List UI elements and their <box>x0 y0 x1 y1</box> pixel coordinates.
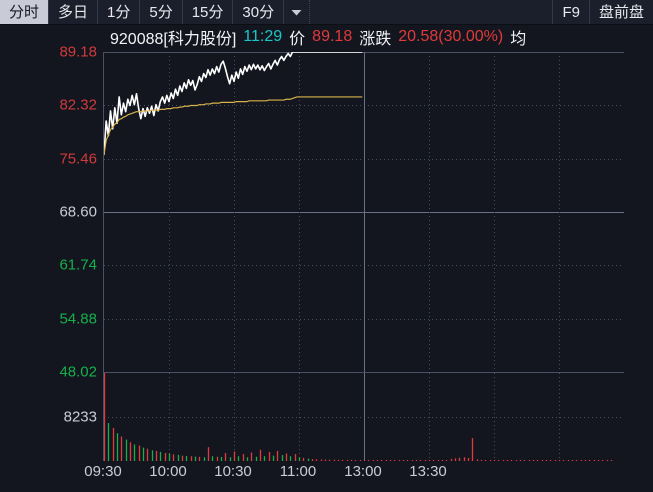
y-axis-tick-label: 54.88 <box>59 310 97 328</box>
price-plot-svg <box>104 52 624 372</box>
tab-fenshi-label: 分时 <box>9 3 40 21</box>
avg-label: 均 <box>510 31 527 48</box>
tab-duori[interactable]: 多日 <box>49 0 99 24</box>
tab-1min[interactable]: 1分 <box>98 0 141 24</box>
tab-fenshi[interactable]: 分时 <box>0 0 50 24</box>
tab-30min-label: 30分 <box>242 3 275 21</box>
average-line <box>104 96 363 156</box>
x-axis-tick-label: 13:00 <box>344 463 382 480</box>
y-axis-tick-label: 61.74 <box>59 256 97 274</box>
y-axis-tick-label: 48.02 <box>59 363 97 381</box>
f9-label: F9 <box>562 3 580 21</box>
price-label: 价 <box>289 31 306 48</box>
tab-15min[interactable]: 15分 <box>183 0 234 24</box>
premarket-label: 盘前盘 <box>598 3 644 21</box>
volume-plot-svg <box>104 373 624 461</box>
f9-button[interactable]: F9 <box>552 0 589 24</box>
stock-code-name: 920088[科力股份] <box>110 31 237 48</box>
x-axis-tick-label: 09:30 <box>84 463 122 480</box>
tab-15min-label: 15分 <box>191 3 224 21</box>
x-axis-tick-label: 10:30 <box>214 463 252 480</box>
y-axis-tick-label: 82.32 <box>59 96 97 114</box>
quote-time: 11:29 <box>243 28 283 45</box>
tab-1min-label: 1分 <box>107 3 131 21</box>
y-axis-tick-label: 75.46 <box>59 150 97 168</box>
change-label: 涨跌 <box>359 31 392 48</box>
period-dropdown-button[interactable] <box>284 0 311 24</box>
volume-axis-label: 8233 <box>63 408 97 425</box>
x-axis-tick-label: 11:00 <box>279 463 317 480</box>
y-axis-tick-label: 68.60 <box>59 203 97 221</box>
last-price-value: 89.18 <box>312 28 353 45</box>
change-value: 20.58(30.00%) <box>398 28 504 45</box>
volume-plot-area[interactable] <box>103 372 624 461</box>
x-axis-tick-label: 10:00 <box>149 463 187 480</box>
period-toolbar: 分时 多日 1分 5分 15分 30分 F9 盘前盘 <box>0 0 653 25</box>
y-axis-tick-label: 89.18 <box>59 43 97 61</box>
chevron-down-icon <box>291 9 302 15</box>
tab-5min-label: 5分 <box>149 3 173 21</box>
tab-30min[interactable]: 30分 <box>233 0 285 24</box>
quote-header: 920088[科力股份] 11:29 价 89.18 涨跌 20.58(30.0… <box>0 26 653 48</box>
price-plot-area[interactable] <box>103 52 624 372</box>
tab-5min[interactable]: 5分 <box>140 0 183 24</box>
price-line <box>104 52 363 156</box>
toolbar-spacer <box>310 0 552 24</box>
x-axis-tick-label: 13:30 <box>409 463 447 480</box>
tab-duori-label: 多日 <box>58 3 89 21</box>
premarket-button[interactable]: 盘前盘 <box>588 0 653 24</box>
